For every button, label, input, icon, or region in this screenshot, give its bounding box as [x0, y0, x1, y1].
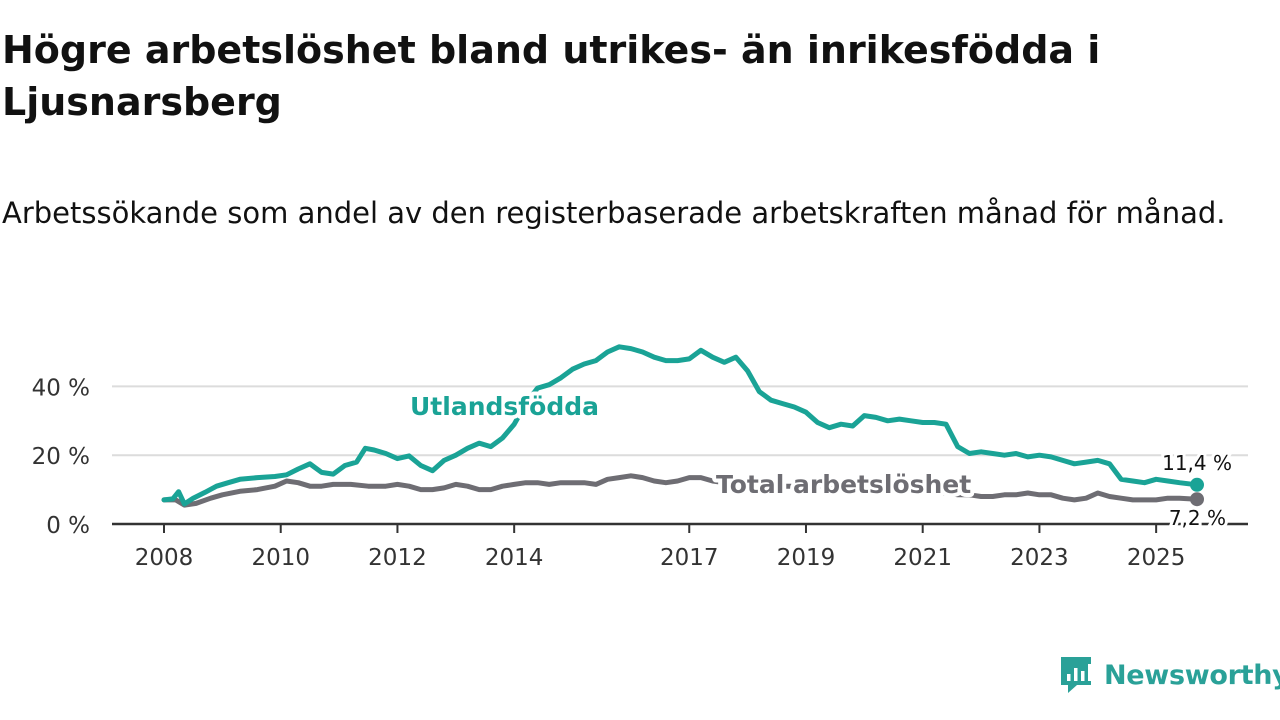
brand-name: Newsworthy: [1104, 659, 1280, 691]
y-tick-label: 40 %: [32, 375, 90, 401]
x-tick-label: 2012: [368, 545, 427, 571]
end-value-label-utlandsfodda: 11,4 %: [1162, 451, 1232, 475]
gridlines: [112, 385, 1248, 457]
series-label-total: Total arbetslöshet: [716, 470, 971, 499]
end-value-label-total: 7,2 %: [1169, 506, 1226, 530]
chart-labels: Utlandsfödda Total arbetslöshet 11,4 % 7,2 …: [406, 388, 1235, 533]
y-tick-label: 0 %: [46, 513, 90, 539]
x-tick-label: 2021: [893, 545, 952, 571]
series-line-total: [161, 473, 1200, 508]
newsworthy-logo-icon: [1061, 657, 1091, 693]
x-tick-label: 2014: [485, 545, 544, 571]
x-tick-label: 2010: [251, 545, 310, 571]
end-point-utlandsfodda: [1190, 477, 1204, 492]
series-label-utlandsfodda: Utlandsfödda: [410, 392, 599, 421]
page-title: Högre arbetslöshet bland utrikes- än inr…: [2, 28, 1101, 124]
x-tick-label: 2017: [660, 545, 719, 571]
end-point-total: [1190, 492, 1204, 507]
series-lines: [161, 344, 1204, 508]
newsworthy-brand[interactable]: Newsworthy: [1058, 654, 1280, 696]
x-tick-label: 2008: [135, 545, 194, 571]
x-tick-label: 2023: [1010, 545, 1069, 571]
y-axis-ticks: 0 % 20 % 40 %: [32, 375, 90, 539]
page-subtitle: Arbetssökande som andel av den registerb…: [2, 196, 1226, 230]
y-tick-label: 20 %: [32, 444, 90, 470]
x-axis-ticks: 2008 2010 2012 2014 2017 2019 2021 2023 2025: [112, 522, 1248, 571]
x-tick-label: 2019: [777, 545, 836, 571]
x-tick-label: 2025: [1127, 545, 1186, 571]
series-line-utlandsfodda: [161, 344, 1200, 507]
